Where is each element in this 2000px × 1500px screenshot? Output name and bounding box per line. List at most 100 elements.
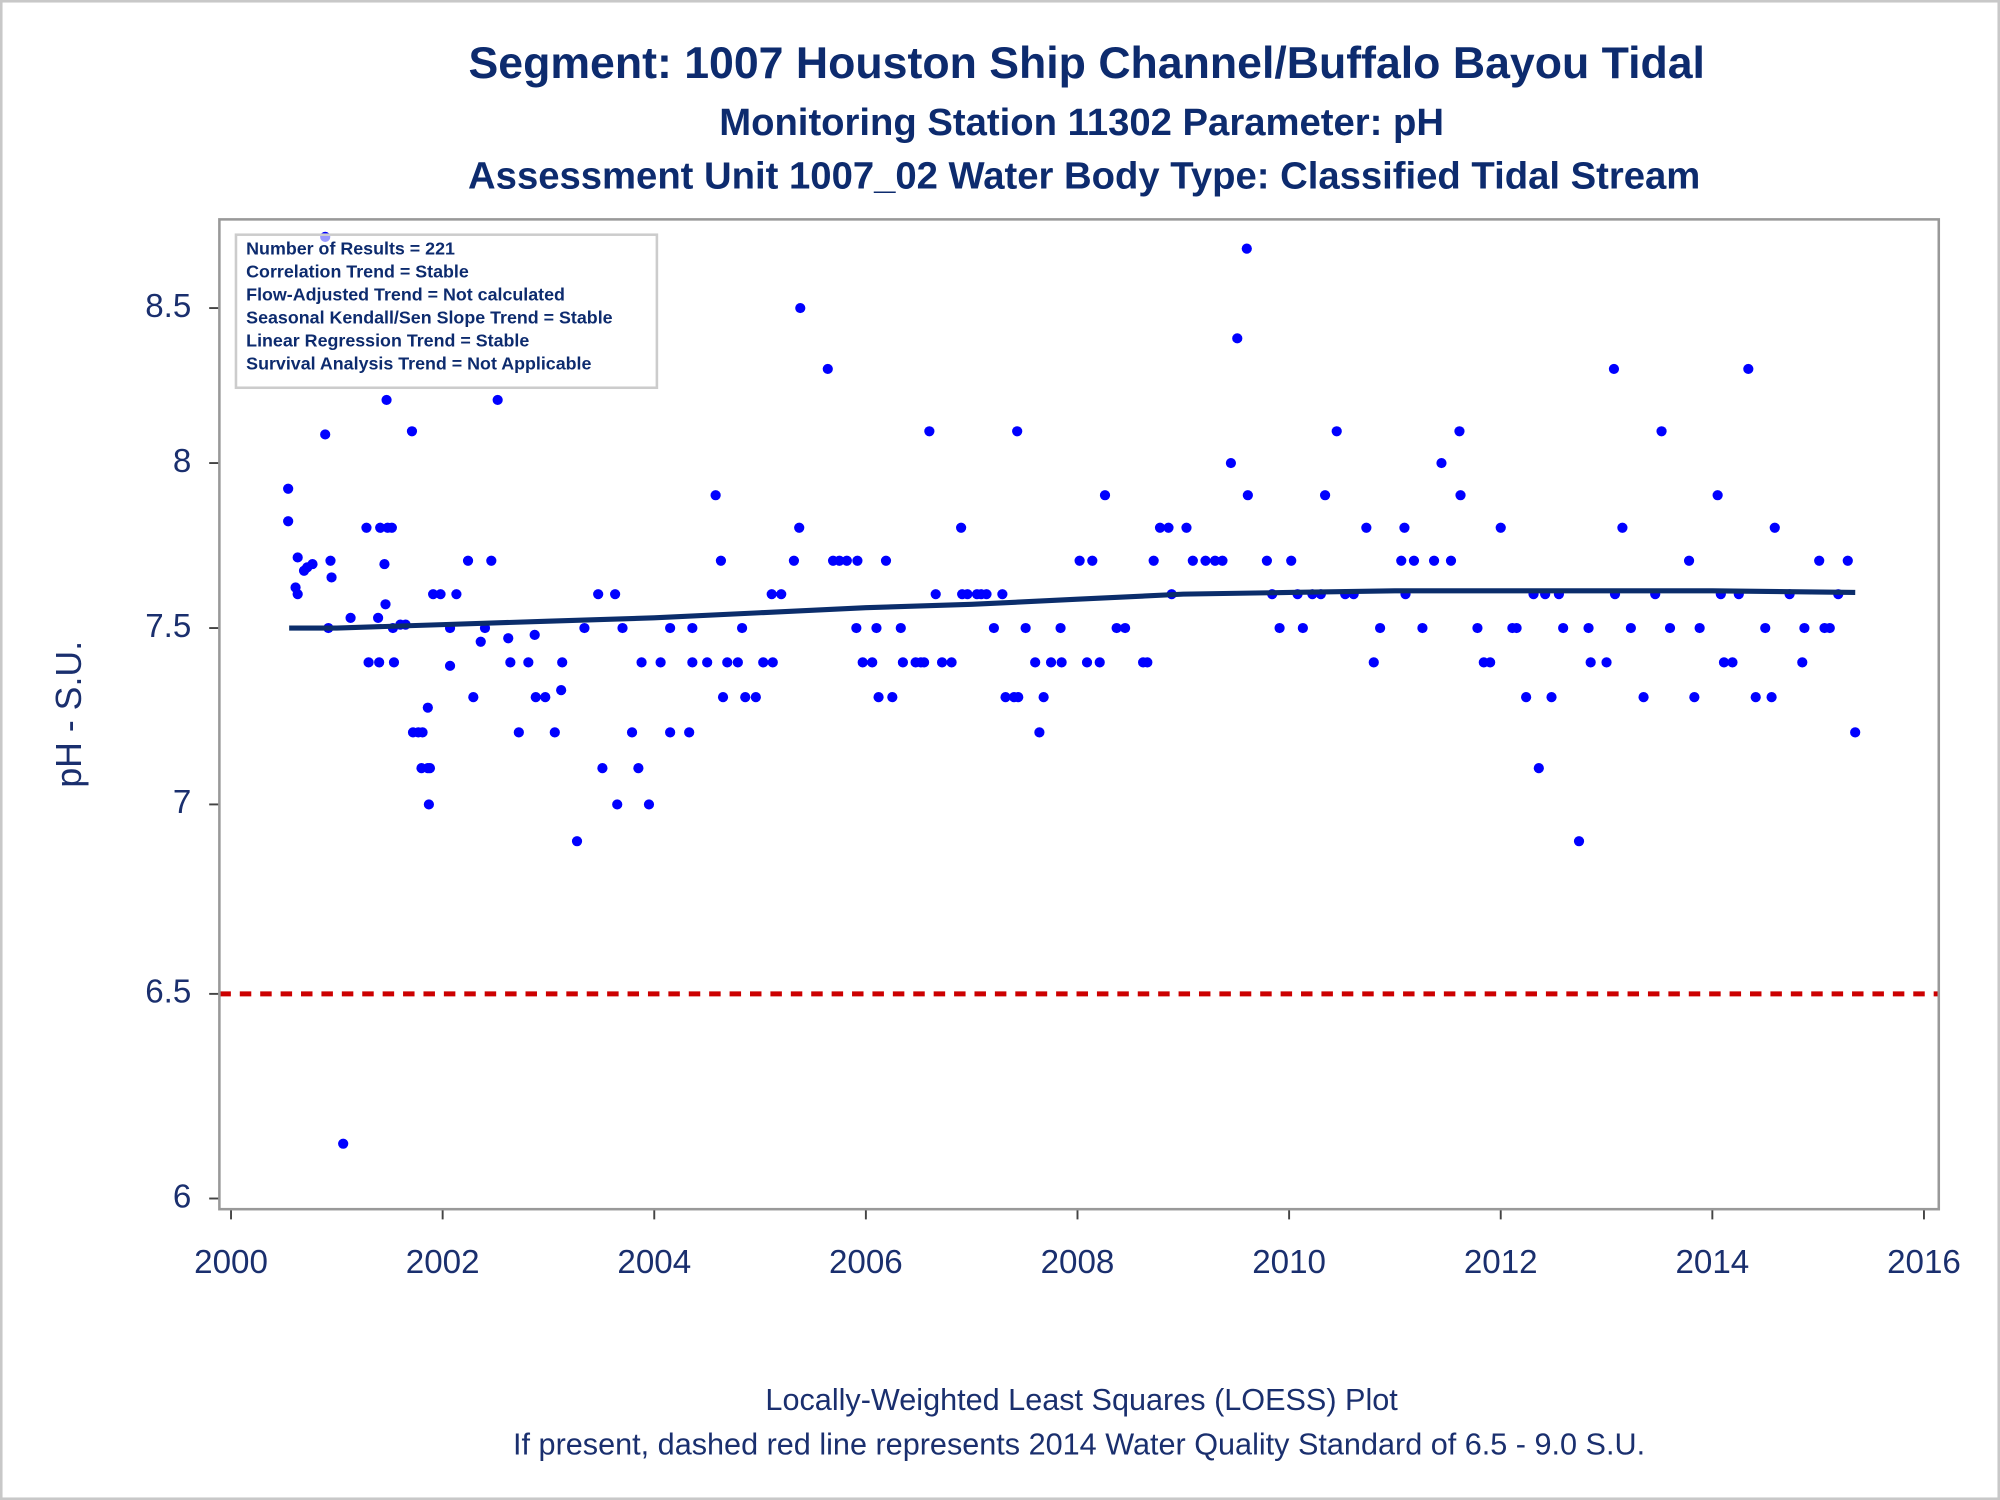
data-point bbox=[1797, 657, 1808, 668]
footnote: If present, dashed red line represents 2… bbox=[513, 1428, 1645, 1462]
data-point bbox=[1814, 555, 1825, 566]
data-point bbox=[1824, 622, 1835, 634]
data-point bbox=[710, 490, 721, 501]
data-point bbox=[687, 622, 698, 634]
data-point bbox=[1286, 555, 1297, 566]
data-point bbox=[1656, 426, 1667, 437]
data-point bbox=[1242, 490, 1253, 501]
data-point bbox=[794, 522, 805, 533]
data-point bbox=[851, 622, 862, 634]
data-point bbox=[1020, 622, 1031, 634]
data-point bbox=[1617, 522, 1628, 533]
data-point bbox=[345, 612, 356, 623]
data-point bbox=[579, 622, 590, 634]
data-point bbox=[283, 516, 294, 527]
stats-line: Number of Results = 221 bbox=[246, 239, 455, 259]
data-point bbox=[1638, 692, 1649, 703]
data-point bbox=[895, 622, 906, 634]
data-point bbox=[1799, 622, 1810, 634]
data-point bbox=[1485, 657, 1496, 668]
data-point bbox=[388, 657, 400, 668]
data-point bbox=[715, 555, 727, 566]
data-point bbox=[1664, 622, 1676, 634]
stats-line: Flow-Adjusted Trend = Not calculated bbox=[246, 285, 565, 305]
data-point bbox=[513, 727, 524, 738]
data-point bbox=[1601, 657, 1612, 668]
y-axis-title: pH - S.U. bbox=[49, 641, 89, 788]
data-point bbox=[556, 685, 567, 696]
subtitle: Monitoring Station 11302 Parameter: pH bbox=[719, 101, 1444, 144]
data-point bbox=[776, 589, 787, 600]
data-point bbox=[1012, 426, 1023, 437]
data-point bbox=[740, 692, 751, 703]
data-point bbox=[834, 555, 845, 566]
data-point bbox=[684, 727, 695, 738]
data-point bbox=[795, 302, 806, 314]
data-point bbox=[1573, 836, 1585, 847]
data-point bbox=[1163, 522, 1174, 533]
data-point bbox=[326, 572, 337, 583]
x-tick-label: 2004 bbox=[617, 1244, 691, 1281]
data-point bbox=[1558, 622, 1569, 634]
stats-line: Survival Analysis Trend = Not Applicable bbox=[246, 354, 591, 374]
plot-frame bbox=[218, 218, 1941, 1211]
data-point bbox=[887, 692, 898, 703]
data-point bbox=[292, 552, 303, 563]
data-point bbox=[687, 657, 698, 668]
data-point bbox=[325, 555, 336, 566]
data-point bbox=[1154, 522, 1166, 533]
data-point bbox=[1261, 555, 1272, 566]
x-tick-label: 2010 bbox=[1252, 1244, 1326, 1281]
data-point bbox=[1445, 555, 1457, 566]
data-point bbox=[1511, 622, 1522, 634]
data-point bbox=[981, 589, 992, 600]
stats-line: Seasonal Kendall/Sen Slope Trend = Stabl… bbox=[246, 308, 612, 328]
data-point bbox=[1120, 622, 1131, 634]
data-point bbox=[283, 483, 294, 494]
x-tick-label: 2000 bbox=[194, 1244, 268, 1281]
data-point bbox=[1241, 243, 1252, 254]
data-point bbox=[1013, 692, 1024, 703]
data-point bbox=[871, 622, 882, 634]
data-point bbox=[930, 589, 941, 600]
data-point bbox=[1074, 555, 1085, 566]
data-point bbox=[918, 657, 930, 668]
data-point bbox=[1209, 555, 1221, 566]
data-point bbox=[1187, 555, 1198, 566]
data-point bbox=[897, 657, 909, 668]
x-tick-label: 2012 bbox=[1464, 1244, 1538, 1281]
data-point bbox=[1608, 363, 1620, 375]
data-point bbox=[610, 589, 621, 600]
data-point bbox=[1546, 692, 1557, 703]
data-point bbox=[292, 589, 303, 600]
data-point bbox=[750, 692, 761, 703]
data-point bbox=[946, 657, 957, 668]
data-point bbox=[1375, 622, 1386, 634]
data-point bbox=[381, 394, 392, 406]
data-point bbox=[1056, 657, 1067, 668]
data-point bbox=[1428, 555, 1440, 566]
stats-box bbox=[234, 233, 659, 390]
data-point bbox=[529, 629, 540, 640]
data-point bbox=[1533, 763, 1544, 774]
data-point bbox=[423, 799, 434, 810]
data-point bbox=[422, 702, 433, 713]
data-point bbox=[766, 589, 777, 600]
data-point bbox=[1694, 622, 1705, 634]
data-point bbox=[557, 657, 568, 668]
trend-line bbox=[289, 588, 1856, 631]
data-point bbox=[1455, 490, 1466, 501]
data-point bbox=[1408, 555, 1420, 566]
x-tick-label: 2014 bbox=[1675, 1244, 1749, 1281]
data-point bbox=[1181, 522, 1192, 533]
y-tick-label: 7 bbox=[173, 784, 191, 821]
data-point bbox=[1111, 622, 1122, 634]
data-point bbox=[571, 836, 583, 847]
data-point bbox=[444, 660, 456, 671]
data-point bbox=[1583, 622, 1594, 634]
data-point bbox=[338, 1138, 349, 1149]
data-point bbox=[1319, 490, 1331, 501]
data-point bbox=[1217, 555, 1228, 566]
data-point bbox=[1689, 692, 1700, 703]
